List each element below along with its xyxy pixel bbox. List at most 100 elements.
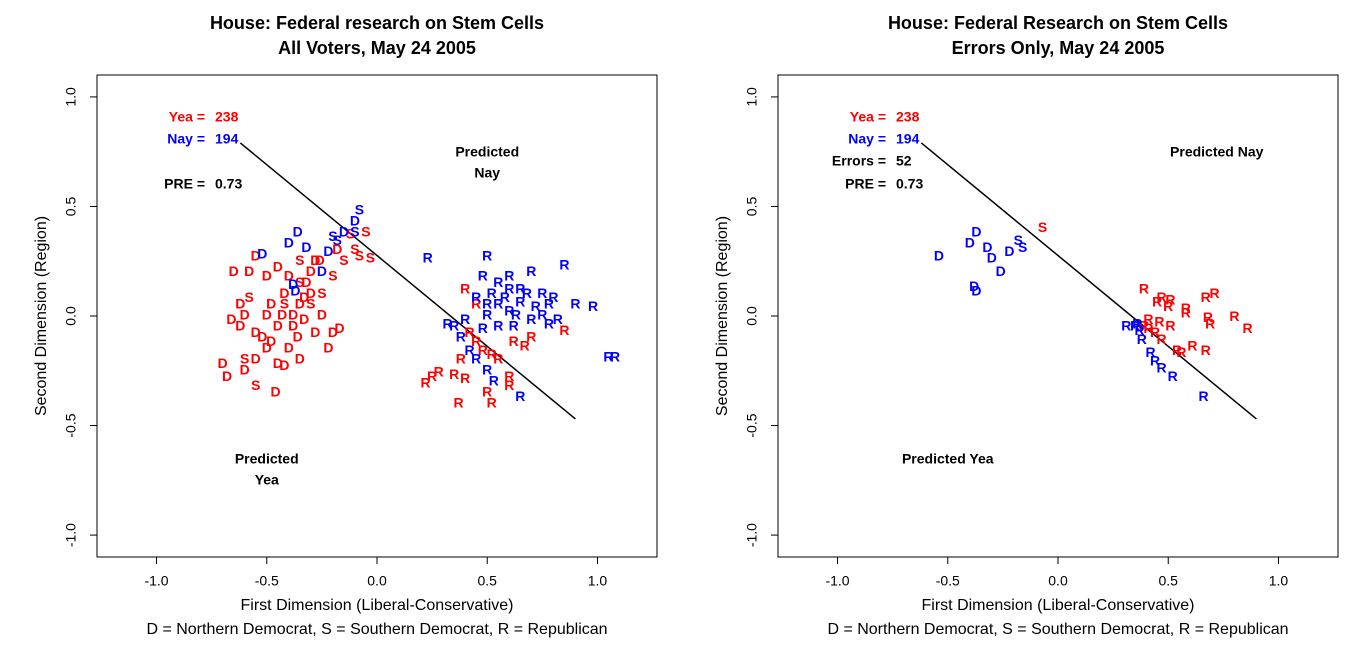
legislator-point: R	[509, 333, 519, 349]
legislator-point: D	[315, 252, 325, 268]
x-tick-label: -0.5	[936, 573, 960, 589]
legislator-point: D	[334, 320, 344, 336]
count-value: 238	[896, 109, 920, 125]
y-tick-label: 1.0	[63, 87, 79, 107]
legislator-point: R	[1139, 280, 1149, 296]
count-value: 52	[896, 153, 912, 169]
legislator-point: R	[423, 250, 433, 266]
legislator-point: D	[288, 307, 298, 323]
legislator-point: R	[471, 351, 481, 367]
legislator-point: R	[500, 289, 510, 305]
legislator-point: R	[603, 348, 613, 364]
count-label: Yea =	[850, 109, 886, 125]
legislator-point: D	[310, 324, 320, 340]
legislator-point: R	[493, 274, 503, 290]
legislator-point: S	[350, 241, 359, 257]
legislator-point: R	[482, 361, 492, 377]
legislator-point: R	[482, 307, 492, 323]
legislator-point: R	[1137, 331, 1147, 347]
x-tick-label: -0.5	[255, 573, 279, 589]
legislator-point: R	[1132, 315, 1142, 331]
legislator-point: D	[295, 296, 305, 312]
legislator-point: R	[526, 329, 536, 345]
legislator-point: D	[273, 259, 283, 275]
count-value: 238	[215, 109, 239, 125]
count-label: Yea =	[169, 109, 205, 125]
legislator-point: S	[346, 226, 355, 242]
legislator-point: R	[454, 394, 464, 410]
legislator-point: R	[1143, 311, 1153, 327]
legislator-point: R	[559, 256, 569, 272]
legislator-point: D	[279, 285, 289, 301]
count-label: PRE =	[164, 176, 205, 192]
legislator-point: R	[482, 248, 492, 264]
legislator-point: R	[487, 394, 497, 410]
legislator-point: D	[971, 223, 981, 239]
legislator-point: D	[277, 307, 287, 323]
legislator-point: D	[240, 361, 250, 377]
legislator-point: R	[1172, 342, 1182, 358]
y-tick-label: -1.0	[744, 523, 760, 547]
legislator-point: R	[478, 342, 488, 358]
legislator-point: S	[355, 248, 364, 264]
legislator-point: D	[288, 318, 298, 334]
legislator-point: D	[288, 276, 298, 292]
legislator-point: R	[509, 318, 519, 334]
legislator-point: D	[299, 289, 309, 305]
legislator-point: D	[987, 250, 997, 266]
count-label: Nay =	[167, 131, 205, 147]
legislator-point: R	[553, 311, 563, 327]
legislator-point: R	[537, 285, 547, 301]
legislator-point: R	[1198, 388, 1208, 404]
y-tick-label: -0.5	[63, 413, 79, 437]
legislator-point: D	[982, 239, 992, 255]
legislator-point: D	[262, 267, 272, 283]
legislator-point: R	[1163, 298, 1173, 314]
legislator-point: R	[610, 348, 620, 364]
legislator-point: R	[1130, 318, 1140, 334]
x-tick-label: 0.0	[367, 573, 387, 589]
legislator-point: R	[1139, 318, 1149, 334]
legislator-point: R	[526, 311, 536, 327]
legislator-point: R	[1157, 289, 1167, 305]
legislator-point: R	[522, 285, 532, 301]
legislator-point: R	[493, 318, 503, 334]
legislator-point: R	[456, 351, 466, 367]
legislator-point: R	[559, 322, 569, 338]
legislator-point: R	[1121, 318, 1131, 334]
legislator-point: D	[323, 340, 333, 356]
legislator-point: R	[460, 370, 470, 386]
y-tick-label: 0.5	[63, 197, 79, 217]
legislator-point: D	[293, 223, 303, 239]
legislator-point: D	[273, 355, 283, 371]
legislator-point: D	[934, 248, 944, 264]
legislator-point: S	[295, 274, 304, 290]
legislator-point: D	[293, 329, 303, 345]
legislator-point: R	[1143, 320, 1153, 336]
legislator-point: S	[1018, 239, 1027, 255]
legislator-point: D	[284, 234, 294, 250]
legislator-point: S	[339, 252, 348, 268]
legislator-point: R	[531, 298, 541, 314]
legislator-point: R	[420, 375, 430, 391]
legislator-point: S	[240, 351, 249, 367]
legislator-point: D	[279, 357, 289, 373]
legislator-point: R	[515, 294, 525, 310]
region-label: Predicted Nay	[1170, 144, 1264, 160]
legislator-point: R	[520, 337, 530, 353]
region-label: Yea	[255, 472, 279, 488]
legislator-point: R	[504, 267, 514, 283]
count-label: Errors =	[832, 153, 886, 169]
legislator-point: D	[257, 329, 267, 345]
legislator-point: R	[1205, 315, 1215, 331]
legislator-point: D	[1004, 243, 1014, 259]
legislator-point: D	[301, 274, 311, 290]
legislator-point: R	[465, 324, 475, 340]
legislator-point: D	[266, 296, 276, 312]
region-label: Nay	[474, 165, 500, 181]
legislator-point: D	[965, 234, 975, 250]
legislator-point: D	[226, 311, 236, 327]
count-value: 194	[215, 131, 239, 147]
legislator-point: D	[317, 263, 327, 279]
